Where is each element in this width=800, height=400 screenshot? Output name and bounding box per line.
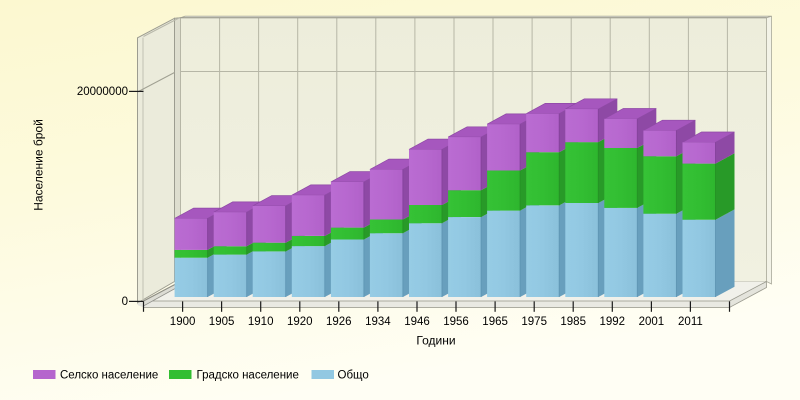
- svg-text:Селско население: Селско население: [60, 370, 158, 382]
- svg-text:2001: 2001: [639, 316, 665, 328]
- svg-text:Градско население: Градско население: [197, 370, 299, 382]
- svg-text:1910: 1910: [248, 316, 274, 328]
- svg-text:0: 0: [122, 296, 128, 308]
- svg-text:1946: 1946: [404, 316, 430, 328]
- svg-text:1956: 1956: [443, 316, 469, 328]
- svg-text:1934: 1934: [365, 316, 391, 328]
- svg-text:20000000: 20000000: [77, 86, 128, 98]
- svg-text:1900: 1900: [170, 316, 196, 328]
- svg-text:2011: 2011: [678, 316, 703, 328]
- svg-text:1992: 1992: [600, 316, 626, 328]
- svg-text:Години: Години: [416, 334, 455, 348]
- svg-text:1985: 1985: [560, 316, 586, 328]
- svg-text:Общо: Общо: [338, 370, 369, 382]
- svg-text:Население брой: Население брой: [32, 119, 46, 211]
- svg-text:1965: 1965: [482, 316, 508, 328]
- svg-text:1905: 1905: [209, 316, 235, 328]
- svg-text:1920: 1920: [287, 316, 313, 328]
- svg-text:1926: 1926: [326, 316, 352, 328]
- svg-text:1975: 1975: [521, 316, 547, 328]
